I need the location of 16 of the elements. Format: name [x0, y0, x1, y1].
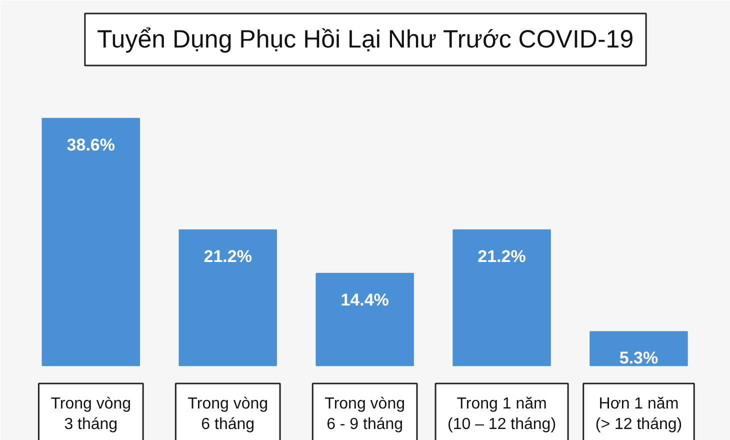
bar: [590, 331, 688, 366]
x-tick-label: Trong 1 năm (10 – 12 tháng): [448, 396, 556, 433]
x-tick-label: Trong vòng 6 - 9 tháng: [324, 396, 405, 433]
chart-title: Tuyển Dụng Phục Hồi Lại Như Trước COVID-19: [96, 26, 634, 54]
x-tick-label: Trong vòng 6 tháng: [188, 396, 268, 433]
data-label: 14.4%: [340, 290, 389, 310]
bar: [42, 118, 140, 366]
data-label: 5.3%: [619, 348, 658, 368]
x-tick-label: Hơn 1 năm (> 12 tháng): [595, 396, 682, 433]
bar: [178, 229, 277, 366]
x-tick-label: Trong vòng 3 tháng: [50, 396, 132, 433]
bar: [452, 229, 551, 366]
data-label: 38.6%: [66, 135, 115, 154]
data-label: 21.2%: [204, 246, 252, 266]
data-label: 21.2%: [478, 246, 526, 266]
bar: [316, 272, 414, 366]
